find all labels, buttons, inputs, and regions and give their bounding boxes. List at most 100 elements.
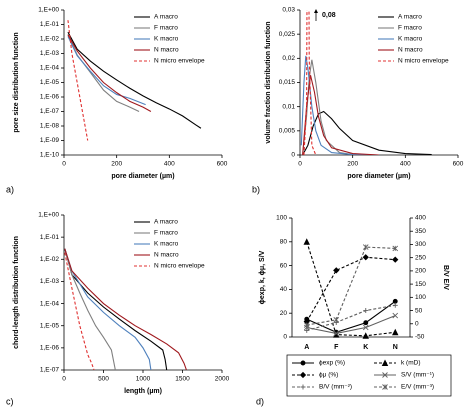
marker: [382, 372, 388, 378]
marker: [333, 330, 340, 337]
legend-label: K macro: [154, 241, 179, 248]
panel-label: a): [6, 184, 14, 194]
y-tick-label: 0,025: [279, 31, 296, 38]
marker: [392, 256, 399, 263]
x-tick-label: A: [304, 344, 309, 351]
legend-label: F macro: [154, 230, 178, 237]
marker: [362, 254, 369, 261]
y-tick-label: 1,E-09: [40, 137, 60, 144]
series-line: [64, 248, 152, 370]
y-tick-label: 100: [276, 215, 287, 222]
y2-tick-label: 100: [415, 294, 426, 301]
series-line: [64, 248, 187, 370]
x-tick-label: N: [393, 344, 398, 351]
legend-label: A macro: [398, 14, 422, 21]
legend-label: N micro envelope: [154, 58, 205, 65]
marker: [333, 316, 340, 323]
x-tick-label: 1000: [136, 376, 151, 383]
y-tick-label: 80: [280, 239, 288, 246]
legend-label: F macro: [398, 25, 422, 32]
y-tick-label: 1,E-08: [40, 123, 60, 130]
x-tick-label: 0: [298, 161, 302, 168]
marker: [333, 267, 340, 274]
y-tick-label: 0,01: [282, 103, 295, 110]
x-tick-label: 0: [62, 376, 66, 383]
y-tick-label: 1,E-07: [40, 108, 60, 115]
y-tick-label: 1,E-03: [40, 278, 60, 285]
y-tick-label: 1,E-04: [40, 300, 60, 307]
x-tick-label: 1500: [175, 376, 190, 383]
x-tick-label: 2000: [215, 376, 230, 383]
annotation-arrowhead: [314, 9, 318, 13]
y-tick-label: 0,005: [279, 128, 296, 135]
y2-tick-label: 300: [415, 241, 426, 248]
marker: [392, 312, 399, 319]
x-tick-label: 600: [217, 161, 228, 168]
marker: [300, 384, 306, 390]
x-axis-label: length (µm): [124, 388, 162, 395]
y-tick-label: 0,03: [282, 7, 295, 14]
legend-label: E/V (mm⁻³): [401, 384, 434, 391]
y-tick-label: 0,015: [279, 79, 296, 86]
marker: [382, 384, 388, 390]
y-tick-label: 1,E-02: [40, 256, 60, 263]
y-tick-label: 1,E-02: [40, 36, 60, 43]
legend-label: A macro: [154, 219, 178, 226]
series-line: [67, 36, 146, 106]
marker: [303, 238, 310, 245]
y2-tick-label: 250: [415, 254, 426, 261]
legend-label: N micro envelope: [398, 58, 449, 65]
y-tick-label: 1,E-01: [40, 21, 60, 28]
y2-tick-label: 200: [415, 268, 426, 275]
x-tick-label: 600: [453, 161, 464, 168]
y-tick-label: 1,E-06: [40, 345, 60, 352]
marker: [363, 320, 369, 326]
x-tick-label: 400: [400, 161, 411, 168]
legend-label: A macro: [154, 14, 178, 21]
y-tick-label: 0: [291, 152, 295, 159]
panel-label: c): [6, 396, 14, 406]
series-line: [302, 75, 380, 155]
series-line: [67, 20, 89, 141]
legend-label: F macro: [154, 25, 178, 32]
series-line: [64, 248, 168, 370]
marker: [362, 324, 369, 331]
marker: [392, 298, 398, 304]
panel-label: b): [252, 184, 260, 194]
legend-label: B/V (mm⁻²): [319, 384, 352, 391]
annotation: 0,08: [322, 12, 336, 19]
y2-tick-label: 350: [415, 228, 426, 235]
marker: [363, 308, 369, 314]
y-axis-label: ϕexp, k, ϕμ, S/V: [259, 250, 266, 304]
x-tick-label: 200: [347, 161, 358, 168]
y-tick-label: 40: [280, 286, 288, 293]
y-tick-label: 1,E-10: [40, 152, 60, 159]
y2-tick-label: 0: [415, 320, 419, 327]
y-tick-label: 1,E-07: [40, 367, 60, 374]
series-line: [67, 31, 202, 129]
y-tick-label: 0: [283, 334, 287, 341]
series-line: [303, 10, 317, 155]
y-tick-label: 1,E-06: [40, 94, 60, 101]
x-tick-label: 0: [62, 161, 66, 168]
y-axis-label: chord-length distribution function: [13, 236, 20, 349]
legend-label: N macro: [154, 252, 179, 259]
y2-tick-label: 50: [415, 307, 423, 314]
legend-label: K macro: [154, 36, 179, 43]
y-tick-label: 1,E-04: [40, 65, 60, 72]
series-line: [67, 34, 152, 112]
legend-label: S/V (mm⁻¹): [401, 372, 434, 379]
x-axis-label: pore diameter (µm): [347, 173, 410, 180]
x-axis-label: pore diameter (µm): [111, 173, 174, 180]
series-line: [64, 252, 95, 370]
series-line: [306, 300, 396, 333]
marker: [300, 360, 306, 366]
series-line: [306, 241, 396, 337]
y-axis-label: pore size distribution function: [13, 32, 20, 132]
legend-label: ϕμ (%): [319, 372, 338, 379]
x-tick-label: 500: [98, 376, 109, 383]
x-tick-label: K: [363, 344, 368, 351]
legend-label: N macro: [398, 47, 423, 54]
series-line: [306, 304, 396, 331]
